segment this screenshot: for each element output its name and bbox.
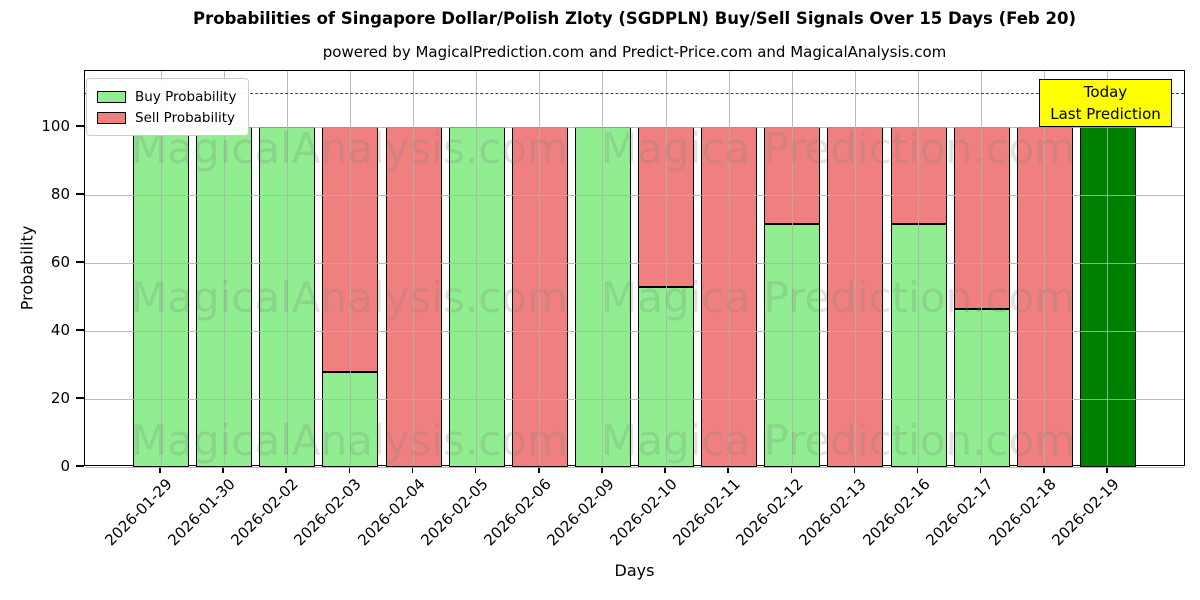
gridline-vertical	[791, 71, 793, 465]
gridline-vertical	[476, 71, 478, 465]
x-tick-mark	[411, 466, 414, 473]
chart-title: Probabilities of Singapore Dollar/Polish…	[193, 9, 1076, 28]
legend-label-sell: Sell Probability	[135, 109, 236, 126]
x-tick-mark	[916, 466, 919, 473]
y-tick-label: 0	[60, 457, 70, 475]
gridline-horizontal	[85, 126, 1184, 128]
y-tick-mark	[76, 397, 84, 399]
dashed-threshold-line	[85, 93, 1184, 94]
x-tick-mark	[222, 466, 224, 473]
x-tick-mark	[727, 466, 729, 473]
x-tick-mark	[790, 466, 793, 473]
y-tick-label: 20	[50, 389, 70, 407]
x-tick-mark	[285, 466, 288, 473]
y-tick-mark	[76, 261, 84, 263]
legend: Buy Probability Sell Probability	[86, 78, 250, 136]
gridline-vertical	[665, 71, 667, 465]
legend-swatch-buy	[97, 90, 126, 103]
gridline-vertical	[413, 71, 415, 465]
legend-item-buy: Buy Probability	[97, 86, 236, 107]
y-tick-label: 40	[50, 321, 70, 339]
gridline-horizontal	[85, 330, 1184, 332]
y-tick-label: 80	[50, 185, 70, 203]
x-tick-mark	[1106, 466, 1108, 473]
gridline-horizontal	[85, 466, 1184, 468]
legend-label-buy: Buy Probability	[135, 88, 237, 105]
gridline-vertical	[349, 71, 351, 465]
x-tick-mark	[601, 466, 603, 473]
x-tick-mark	[664, 466, 666, 473]
gridline-horizontal	[85, 194, 1184, 196]
gridline-vertical	[223, 71, 225, 465]
gridline-vertical	[286, 71, 288, 465]
x-tick-mark	[979, 466, 982, 473]
y-tick-mark	[76, 329, 84, 331]
y-tick-label: 60	[50, 253, 70, 271]
x-tick-mark	[537, 466, 540, 473]
gridline-vertical	[918, 71, 920, 465]
chart-subtitle: powered by MagicalPrediction.com and Pre…	[322, 43, 947, 61]
y-tick-label: 100	[41, 117, 70, 135]
today-annotation: Today Last Prediction	[1039, 79, 1172, 127]
x-tick-mark	[474, 466, 477, 473]
gridline-vertical	[981, 71, 983, 465]
gridline-vertical	[854, 71, 856, 465]
plot-area: MagicalAnalysis.com Magica Prediction.com…	[84, 70, 1185, 468]
x-axis-label: Days	[614, 561, 655, 580]
gridline-vertical	[728, 71, 730, 465]
gridline-vertical	[539, 71, 541, 465]
x-tick-mark	[159, 466, 161, 473]
today-annotation-line1: Today	[1083, 83, 1128, 101]
gridline-vertical	[602, 71, 604, 465]
x-tick-mark	[1043, 466, 1045, 473]
gridline-vertical	[1107, 71, 1109, 465]
y-tick-mark	[76, 125, 84, 127]
legend-item-sell: Sell Probability	[97, 107, 236, 128]
y-tick-mark	[76, 465, 84, 467]
y-axis-label: Probability	[17, 225, 37, 311]
legend-swatch-sell	[97, 111, 126, 124]
today-annotation-line2: Last Prediction	[1050, 105, 1161, 123]
x-tick-mark	[348, 466, 351, 473]
gridline-horizontal	[85, 262, 1184, 264]
gridline-horizontal	[85, 398, 1184, 400]
gridline-vertical	[1044, 71, 1046, 465]
y-tick-mark	[76, 193, 84, 195]
x-tick-mark	[853, 466, 856, 473]
gridline-vertical	[160, 71, 162, 465]
